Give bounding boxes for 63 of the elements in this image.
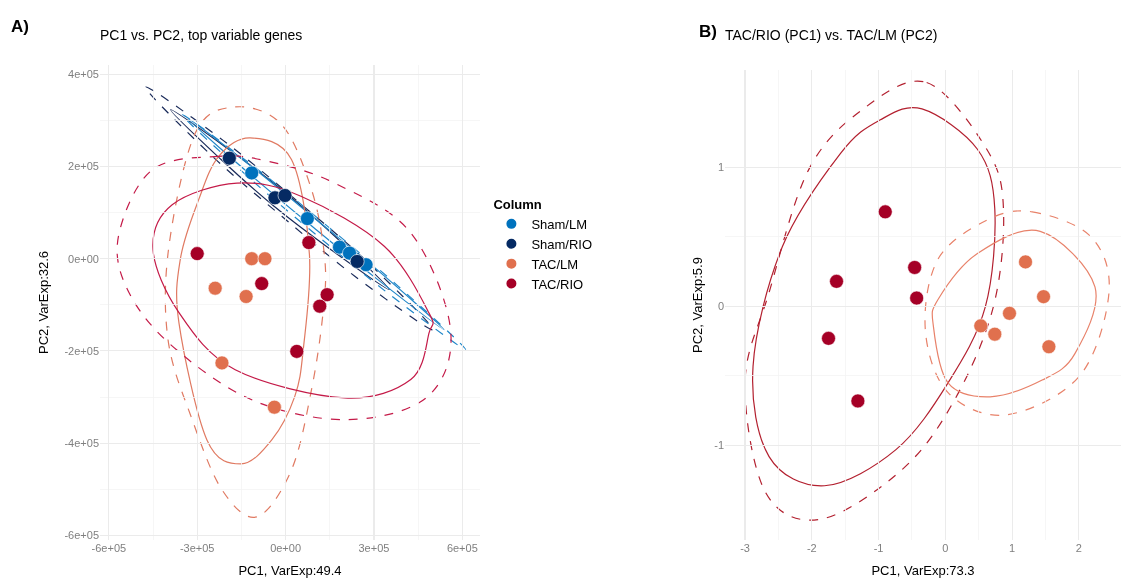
y-tick-label: 1	[717, 161, 724, 174]
x-tick-label: 0	[942, 542, 949, 554]
x-axis-title: PC1, VarExp:49.4	[238, 562, 342, 578]
point	[850, 393, 866, 409]
point	[319, 287, 335, 302]
point	[254, 276, 270, 291]
point	[1018, 254, 1033, 270]
y-tick-label: -4e+05	[64, 437, 99, 450]
point	[907, 260, 922, 275]
point	[332, 239, 347, 255]
point	[257, 251, 273, 266]
point	[277, 188, 293, 203]
x-tick-label: 0e+00	[270, 542, 302, 554]
y-tick-label: 4e+05	[68, 68, 99, 81]
point	[267, 399, 282, 415]
point	[987, 326, 1003, 342]
point	[222, 150, 237, 166]
legend-title: Column	[493, 196, 542, 212]
y-axis-title: PC2, VarExp:5.9	[690, 257, 705, 353]
x-tick-label: -3	[740, 542, 750, 554]
x-tick-label: -6e+05	[91, 542, 127, 554]
x-axis-title: PC1, VarExp:73.3	[871, 562, 975, 578]
y-tick-label: -6e+05	[64, 529, 99, 542]
point	[301, 235, 317, 250]
point	[312, 298, 328, 314]
x-tick-label: 6e+05	[446, 542, 478, 554]
y-tick-label: 0	[717, 300, 724, 313]
point	[821, 331, 836, 346]
point	[1002, 306, 1017, 321]
y-axis-title: PC2, VarExp:32.6	[36, 250, 52, 355]
x-tick-label: -1	[873, 542, 884, 554]
point	[877, 204, 893, 220]
point	[214, 355, 230, 371]
x-tick-label: 1	[1009, 542, 1016, 554]
point	[973, 318, 989, 334]
legend-label: Sham/LM	[531, 216, 588, 232]
x-tick-label: 2	[1075, 542, 1082, 554]
point	[207, 280, 223, 296]
legend-label: Sham/RIO	[531, 236, 593, 252]
point	[289, 344, 305, 359]
x-tick-label: -2	[806, 542, 817, 554]
x-tick-label: -3e+05	[179, 542, 215, 554]
point	[1036, 289, 1051, 304]
y-tick-label: -1	[714, 439, 724, 452]
point	[244, 251, 260, 266]
point	[189, 246, 205, 261]
chart-title: PC1 vs. PC2, top variable genes	[100, 26, 303, 43]
legend-label: TAC/RIO	[531, 276, 584, 292]
text: A)	[11, 17, 29, 36]
chart-title: TAC/RIO (PC1) vs. TAC/LM (PC2)	[725, 26, 938, 43]
point	[1041, 339, 1057, 355]
text: B)	[699, 22, 717, 41]
y-tick-label: -2e+05	[64, 344, 99, 357]
point	[829, 274, 844, 289]
x-tick-label: 3e+05	[358, 542, 390, 554]
y-tick-label: 0e+00	[68, 252, 99, 265]
point	[349, 254, 365, 269]
point	[238, 289, 254, 304]
y-tick-label: 2e+05	[68, 160, 99, 173]
point	[300, 211, 315, 226]
point	[244, 165, 260, 181]
point	[909, 290, 924, 306]
legend-label: TAC/LM	[531, 256, 579, 272]
